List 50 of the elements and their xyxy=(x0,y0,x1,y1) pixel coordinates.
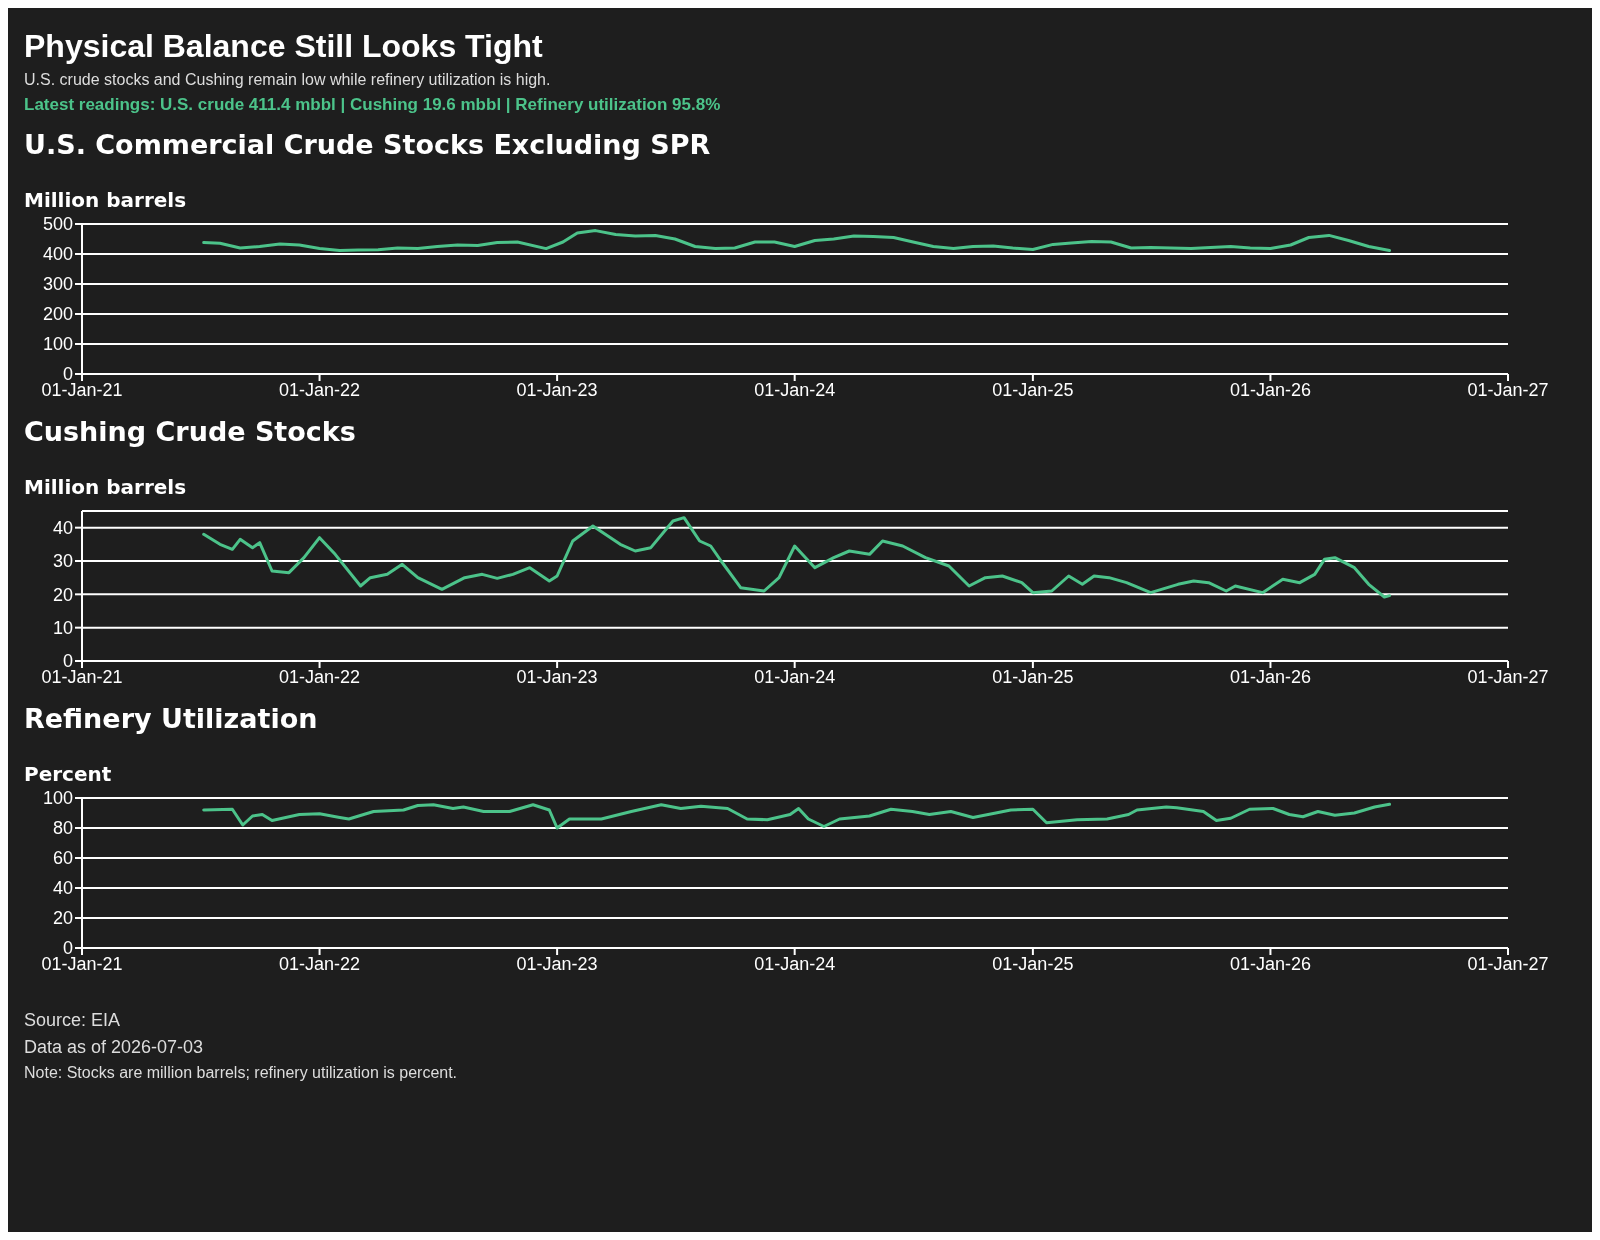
x-tick-label: 01-Jan-21 xyxy=(41,379,123,400)
line-series xyxy=(202,516,1392,599)
y-tick-label: 60 xyxy=(52,848,73,869)
x-tick-label: 01-Jan-22 xyxy=(279,379,361,400)
x-tick-label: 01-Jan-23 xyxy=(516,666,598,687)
x-tick-label: 01-Jan-26 xyxy=(1229,379,1311,400)
y-tick-label: 100 xyxy=(42,334,73,355)
x-tick-label: 01-Jan-27 xyxy=(1467,379,1549,400)
y-tick-label: 500 xyxy=(42,214,73,235)
source-note: Source: EIA xyxy=(24,1010,122,1031)
y-tick-label: 400 xyxy=(42,244,73,265)
y-tick-label: 40 xyxy=(52,518,73,539)
chart-title: Cushing Crude Stocks xyxy=(24,416,357,447)
y-axis-title: Percent xyxy=(24,762,113,786)
x-tick-label: 01-Jan-24 xyxy=(754,379,836,400)
x-tick-label: 01-Jan-26 xyxy=(1229,666,1311,687)
x-tick-label: 01-Jan-27 xyxy=(1467,953,1549,974)
y-tick-label: 20 xyxy=(52,584,73,605)
y-tick-label: 10 xyxy=(52,618,73,639)
y-tick-label: 200 xyxy=(42,304,73,325)
line-series xyxy=(202,802,1392,830)
x-tick-label: 01-Jan-24 xyxy=(754,953,836,974)
x-tick-label: 01-Jan-23 xyxy=(516,953,598,974)
x-tick-label: 01-Jan-21 xyxy=(41,953,123,974)
chart-title: Refinery Utilization xyxy=(24,703,319,734)
line-series xyxy=(202,229,1392,253)
y-tick-label: 80 xyxy=(52,818,73,839)
y-tick-label: 40 xyxy=(52,878,73,899)
x-tick-label: 01-Jan-22 xyxy=(279,666,361,687)
x-tick-label: 01-Jan-24 xyxy=(754,666,836,687)
x-tick-label: 01-Jan-25 xyxy=(992,666,1074,687)
text: U.S. crude stocks and Cushing remain low while refinery utilization is high. xyxy=(24,71,552,89)
y-tick-label: 300 xyxy=(42,274,73,295)
y-tick-label: 30 xyxy=(52,551,73,572)
x-tick-label: 01-Jan-25 xyxy=(992,379,1074,400)
text: Latest readings: U.S. crude 411.4 mbbl | Cushing 19.6 mbbl | Refinery utilization 95.8% xyxy=(24,95,722,115)
x-tick-label: 01-Jan-26 xyxy=(1229,953,1311,974)
y-tick-label: 20 xyxy=(52,908,73,929)
text: Note: Stocks are million barrels; refinery utilization is percent. xyxy=(24,1064,459,1082)
x-tick-label: 01-Jan-25 xyxy=(992,953,1074,974)
y-tick-label: 100 xyxy=(42,788,73,809)
x-tick-label: 01-Jan-27 xyxy=(1467,666,1549,687)
x-tick-label: 01-Jan-23 xyxy=(516,379,598,400)
text: Physical Balance Still Looks Tight xyxy=(24,28,544,65)
y-axis-title: Million barrels xyxy=(24,475,188,499)
x-tick-label: 01-Jan-21 xyxy=(41,666,123,687)
x-tick-label: 01-Jan-22 xyxy=(279,953,361,974)
y-axis-title: Million barrels xyxy=(24,188,188,212)
chart-title: U.S. Commercial Crude Stocks Excluding SPR xyxy=(24,129,712,160)
text: Data as of 2026-07-03 xyxy=(24,1037,205,1058)
